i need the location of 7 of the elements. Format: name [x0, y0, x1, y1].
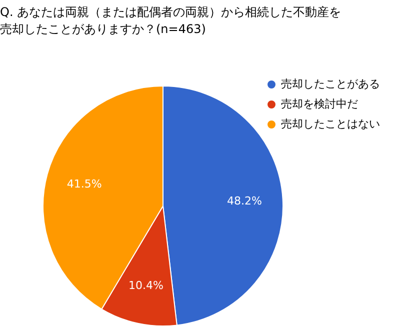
data-label: 48.2% — [226, 194, 262, 208]
data-label: 10.4% — [128, 278, 164, 292]
legend-label: 売却したことがある — [281, 78, 380, 90]
legend-label: 売却したことはない — [281, 118, 380, 130]
legend-label: 売却を検討中だ — [281, 98, 358, 110]
data-label: 41.5% — [66, 177, 102, 190]
chart-title: Q. あなたは両親（または配偶者の両親）から相続した不動産を売却したことがありますか？(n=463) — [0, 5, 342, 36]
